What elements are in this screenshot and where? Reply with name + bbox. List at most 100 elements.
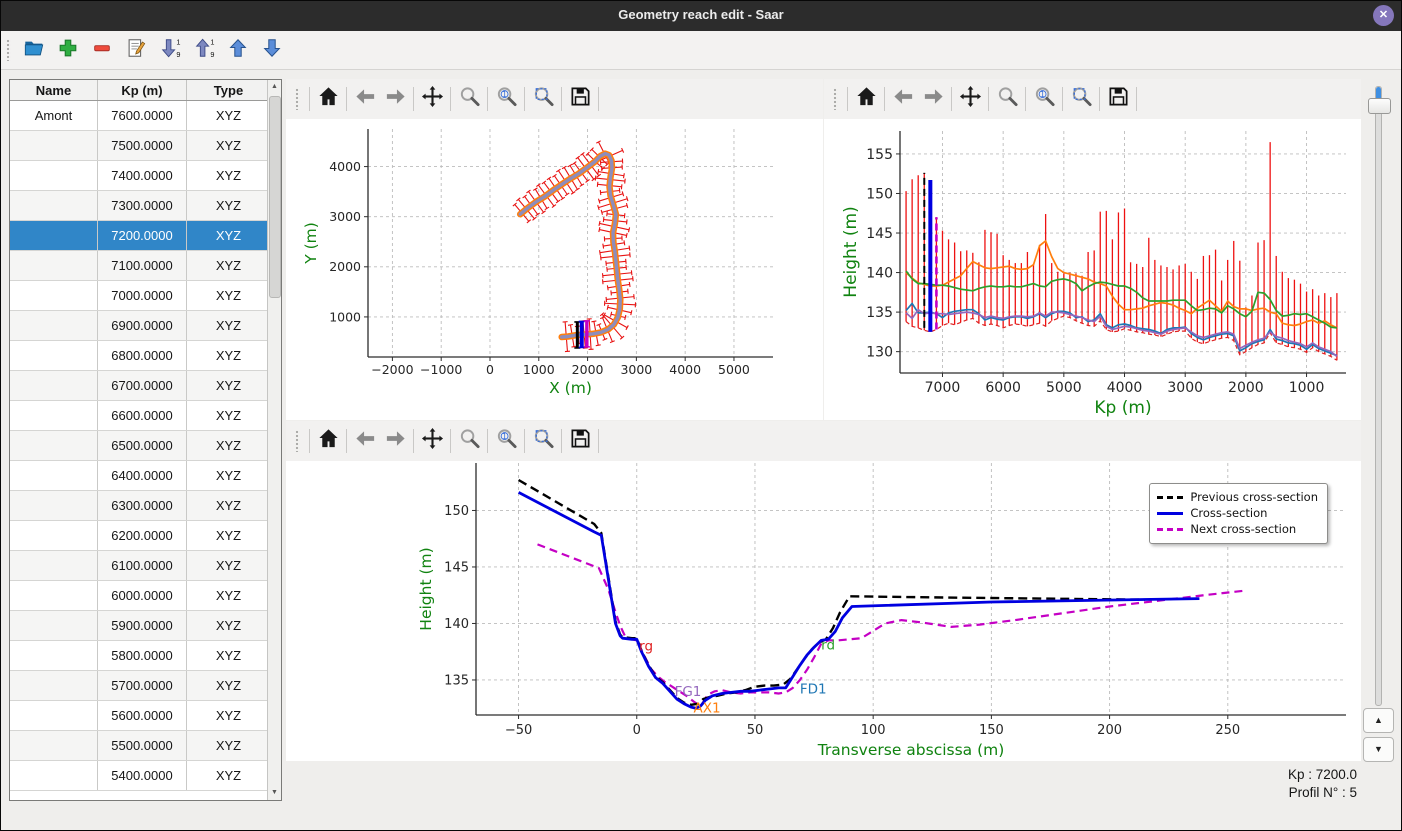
cell-name[interactable] (10, 130, 98, 161)
save-button[interactable] (1103, 84, 1133, 114)
save-button[interactable] (565, 84, 595, 114)
table-row[interactable]: 6100.0000 XYZ (10, 550, 271, 581)
cell-kp[interactable]: 7100.0000 (97, 250, 187, 281)
table-row[interactable]: 6700.0000 XYZ (10, 370, 271, 401)
table-row[interactable]: 6600.0000 XYZ (10, 400, 271, 431)
save-button[interactable] (565, 426, 595, 456)
scroll-down-icon[interactable]: ▼ (271, 789, 278, 796)
cell-kp[interactable]: 6800.0000 (97, 340, 187, 371)
cell-kp[interactable]: 5700.0000 (97, 670, 187, 701)
forward-button[interactable] (380, 426, 410, 456)
cell-name[interactable] (10, 370, 98, 401)
back-button[interactable] (350, 426, 380, 456)
open-file-button[interactable] (21, 37, 47, 63)
zoom-fit-button[interactable] (1066, 84, 1096, 114)
toolbar-grip[interactable] (6, 39, 11, 61)
cell-name[interactable] (10, 400, 98, 431)
cell-kp[interactable]: 7300.0000 (97, 190, 187, 221)
zoom-button[interactable] (454, 84, 484, 114)
move-up-button[interactable] (225, 37, 251, 63)
cell-type[interactable]: XYZ (186, 400, 271, 431)
cell-name[interactable] (10, 670, 98, 701)
cell-name[interactable] (10, 580, 98, 611)
cell-kp[interactable]: 7500.0000 (97, 130, 187, 161)
scroll-up-icon[interactable]: ▲ (271, 83, 278, 90)
table-row[interactable]: Amont 7600.0000 XYZ (10, 100, 271, 131)
cell-kp[interactable]: 6700.0000 (97, 370, 187, 401)
table-row[interactable]: 6900.0000 XYZ (10, 310, 271, 341)
cell-kp[interactable]: 7000.0000 (97, 280, 187, 311)
cell-name[interactable] (10, 610, 98, 641)
cell-name[interactable] (10, 460, 98, 491)
cell-kp[interactable]: 5900.0000 (97, 610, 187, 641)
cell-type[interactable]: XYZ (186, 160, 271, 191)
cell-name[interactable] (10, 700, 98, 731)
cell-kp[interactable]: 7200.0000 (97, 220, 187, 251)
cell-type[interactable]: XYZ (186, 490, 271, 521)
cell-type[interactable]: XYZ (186, 100, 271, 131)
zoom-one-button[interactable]: 1 (1029, 84, 1059, 114)
cell-name[interactable] (10, 430, 98, 461)
table-row[interactable]: 6000.0000 XYZ (10, 580, 271, 611)
table-row[interactable]: 5400.0000 XYZ (10, 760, 271, 791)
profile-slider-handle[interactable] (1368, 98, 1391, 114)
cell-kp[interactable]: 5400.0000 (97, 760, 187, 791)
table-row[interactable]: 6500.0000 XYZ (10, 430, 271, 461)
home-button[interactable] (313, 426, 343, 456)
cell-type[interactable]: XYZ (186, 730, 271, 761)
cell-type[interactable]: XYZ (186, 460, 271, 491)
table-row[interactable]: 6300.0000 XYZ (10, 490, 271, 521)
plot-toolbar-grip[interactable] (295, 88, 300, 110)
cell-name[interactable] (10, 640, 98, 671)
table-row[interactable]: 7400.0000 XYZ (10, 160, 271, 191)
cell-type[interactable]: XYZ (186, 580, 271, 611)
longitudinal-profile-plot-canvas[interactable]: 7000 6000 5000 4000 3000 2000 1000 130 135 140 145… (824, 119, 1361, 420)
profile-slider[interactable] (1375, 86, 1382, 706)
cell-type[interactable]: XYZ (186, 520, 271, 551)
forward-button[interactable] (380, 84, 410, 114)
cell-name[interactable] (10, 160, 98, 191)
table-row[interactable]: 6800.0000 XYZ (10, 340, 271, 371)
remove-profile-button[interactable] (89, 37, 115, 63)
cell-kp[interactable]: 5600.0000 (97, 700, 187, 731)
cell-name[interactable] (10, 340, 98, 371)
cell-type[interactable]: XYZ (186, 310, 271, 341)
cell-type[interactable]: XYZ (186, 340, 271, 371)
cell-name[interactable] (10, 520, 98, 551)
cross-section-plot-canvas[interactable]: −50 0 50 100 150 200 250135140145150Transverse… (286, 461, 1361, 761)
cell-type[interactable]: XYZ (186, 190, 271, 221)
edit-profile-button[interactable] (123, 37, 149, 63)
table-row[interactable]: 7000.0000 XYZ (10, 280, 271, 311)
cell-name[interactable] (10, 550, 98, 581)
move-down-button[interactable] (259, 37, 285, 63)
col-header-name[interactable]: Name (10, 80, 98, 101)
table-row[interactable]: 7200.0000 XYZ (10, 220, 271, 251)
cell-type[interactable]: XYZ (186, 700, 271, 731)
zoom-one-button[interactable]: 1 (491, 426, 521, 456)
cell-kp[interactable]: 6600.0000 (97, 400, 187, 431)
pan-button[interactable] (417, 426, 447, 456)
pan-button[interactable] (955, 84, 985, 114)
scrollbar-thumb[interactable] (269, 96, 281, 298)
cell-kp[interactable]: 6900.0000 (97, 310, 187, 341)
zoom-button[interactable] (992, 84, 1022, 114)
table-row[interactable]: 5700.0000 XYZ (10, 670, 271, 701)
cell-kp[interactable]: 6000.0000 (97, 580, 187, 611)
cell-name[interactable] (10, 730, 98, 761)
profile-up-button[interactable]: ▲ (1363, 708, 1394, 733)
zoom-fit-button[interactable] (528, 426, 558, 456)
profile-down-button[interactable]: ▼ (1363, 737, 1394, 762)
cell-kp[interactable]: 6500.0000 (97, 430, 187, 461)
cell-kp[interactable]: 5500.0000 (97, 730, 187, 761)
cell-name[interactable] (10, 250, 98, 281)
table-scrollbar[interactable]: ▲ ▼ (267, 80, 281, 800)
back-button[interactable] (888, 84, 918, 114)
table-row[interactable]: 5900.0000 XYZ (10, 610, 271, 641)
cell-type[interactable]: XYZ (186, 550, 271, 581)
plot-toolbar-grip[interactable] (295, 430, 300, 452)
cell-type[interactable]: XYZ (186, 430, 271, 461)
cell-type[interactable]: XYZ (186, 760, 271, 791)
cell-type[interactable]: XYZ (186, 610, 271, 641)
